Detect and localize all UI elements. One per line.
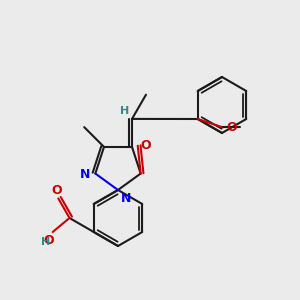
- Text: H: H: [120, 106, 129, 116]
- Text: O: O: [51, 184, 62, 197]
- Text: N: N: [80, 168, 90, 181]
- Text: O: O: [141, 139, 152, 152]
- Text: O: O: [226, 121, 237, 134]
- Text: N: N: [121, 192, 131, 205]
- Text: H: H: [41, 237, 50, 247]
- Text: O: O: [43, 234, 54, 247]
